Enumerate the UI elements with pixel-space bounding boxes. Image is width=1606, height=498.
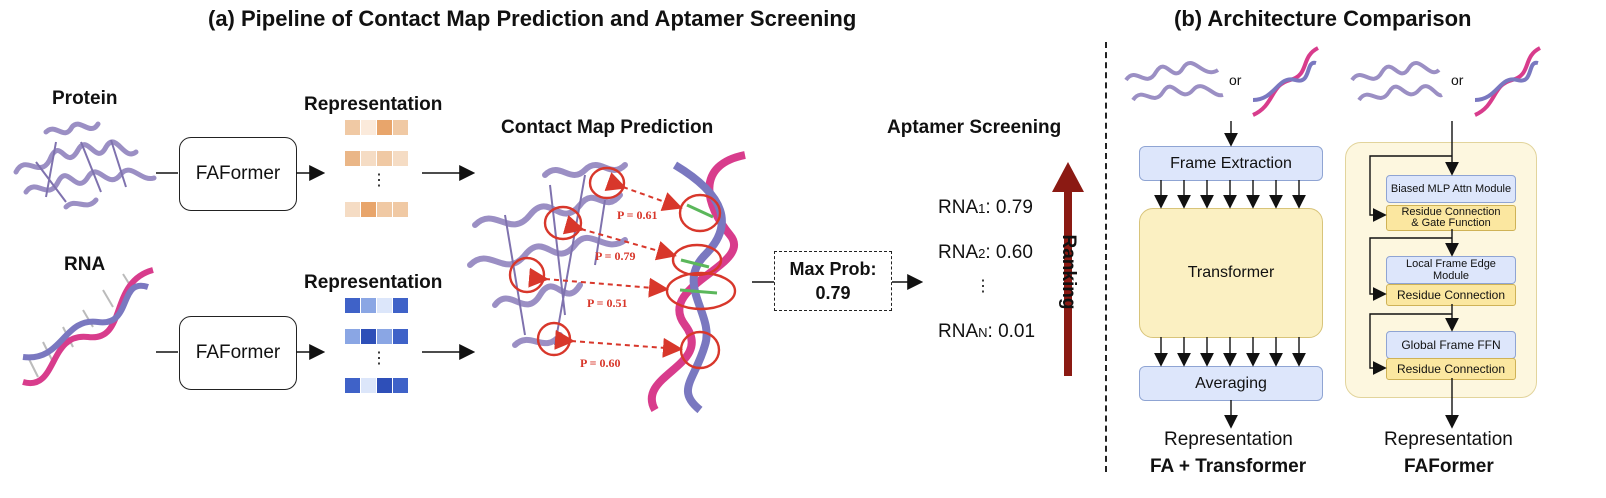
rna-input-left-image [1252,46,1320,117]
protein-structure-image [13,121,157,210]
residue-connection-box-1: Residue Connection [1386,284,1516,306]
rna-helix-image [22,267,154,387]
protein-label: Protein [52,88,118,109]
rep-cell [345,329,360,344]
global-frame-ffn-module: Global Frame FFN [1386,331,1516,359]
rna-score-2: RNA2: 0.60 [938,242,1033,264]
rep-cell [377,202,392,217]
contact-prob-3: P = 0.51 [587,296,628,310]
rna-sub: N [978,325,988,340]
rep-cell [345,378,360,393]
rep-cell [345,298,360,313]
right-output-label: Representation [1384,429,1513,450]
residue-connection-box-2: Residue Connection [1386,358,1516,380]
rep-cell [361,202,376,217]
rep-cell [361,378,376,393]
faformer-protein-encoder: FAFormer [179,137,297,211]
rep-cell [393,329,408,344]
rep-cell [345,120,360,135]
representation-bottom-label: Representation [304,272,443,293]
rna-sub: 1 [978,201,986,216]
rna-input-right-image [1474,46,1542,117]
max-prob-value: 0.79 [815,283,851,303]
rna-label: RNA [64,254,106,275]
panel-a-title: (a) Pipeline of Contact Map Prediction a… [208,6,857,31]
rep-cell [377,120,392,135]
rep-cell [361,151,376,166]
protein-input-right-image [1350,61,1443,102]
left-output-label: Representation [1164,429,1293,450]
rep-cell [361,329,376,344]
panel-divider [1105,42,1107,472]
biased-mlp-attn-module: Biased MLP Attn Module [1386,175,1516,203]
rna-name: RNA [938,321,979,342]
rna-score-1: RNA1: 0.79 [938,197,1033,219]
max-prob-label: Max Prob: [789,259,877,279]
residue-gate-box: Residue Connection & Gate Function [1386,205,1516,231]
contact-map-structure-image [467,151,746,414]
ellipsis: ⋮ [371,350,387,367]
contact-prob-4: P = 0.60 [580,356,621,370]
aptamer-screening-title: Aptamer Screening [887,117,1062,138]
contact-prob-2: P = 0.79 [595,249,636,263]
rna-value: : 0.01 [987,321,1036,342]
rep-cell [377,151,392,166]
left-caption: FA + Transformer [1150,456,1307,477]
contact-probabilities: P = 0.61 P = 0.79 P = 0.51 P = 0.60 [580,208,658,370]
rep-cell [377,298,392,313]
frame-extraction-box: Frame Extraction [1139,146,1323,181]
rep-cell [393,298,408,313]
rep-cell [361,120,376,135]
rep-cell [377,329,392,344]
rep-cell [345,202,360,217]
transformer-box: Transformer [1139,208,1323,338]
right-caption: FAFormer [1404,456,1494,477]
ellipsis: ⋮ [371,172,387,189]
representation-top-label: Representation [304,94,443,115]
rna-value: : 0.60 [985,242,1033,263]
contact-map-title: Contact Map Prediction [501,117,714,138]
rna-name: RNA [938,197,979,218]
rna-representation-vectors: ⋮ [345,298,411,398]
protein-input-left-image [1124,60,1224,102]
panel-b-title: (b) Architecture Comparison [1174,6,1472,31]
rep-cell [393,151,408,166]
max-prob-box: Max Prob: 0.79 [774,251,892,311]
rep-cell [393,202,408,217]
rna-score-n: RNAN: 0.01 [938,321,1035,343]
local-frame-edge-module: Local Frame Edge Module [1386,256,1516,284]
rna-name: RNA [938,242,979,263]
score-ellipsis: ⋮ [975,278,991,295]
rep-cell [377,378,392,393]
faformer-rna-encoder: FAFormer [179,316,297,390]
rna-sub: 2 [978,246,986,261]
or-right: or [1451,72,1464,88]
contact-prob-1: P = 0.61 [617,208,658,222]
ranking-arrow-icon [1052,162,1084,376]
rep-cell [345,151,360,166]
protein-representation-vectors: ⋮ [345,120,411,220]
or-left: or [1229,72,1242,88]
rna-value: : 0.79 [985,197,1033,218]
rep-cell [361,298,376,313]
rep-cell [393,378,408,393]
rep-cell [393,120,408,135]
